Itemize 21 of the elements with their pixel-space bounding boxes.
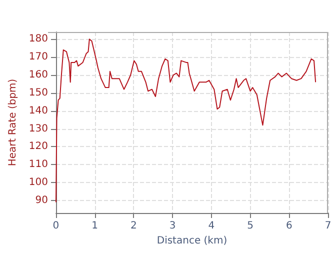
y-tick-label: 100	[28, 177, 48, 188]
x-tick-label: 5	[247, 220, 254, 232]
x-tick-label: 3	[169, 220, 176, 232]
y-tick-label: 120	[28, 141, 48, 152]
x-tick-label: 6	[286, 220, 292, 232]
y-tick-label: 170	[28, 52, 48, 63]
y-tick-label: 160	[28, 70, 48, 81]
line-series	[55, 38, 316, 203]
y-tick-label: 140	[28, 105, 48, 116]
x-tick-label: 7	[324, 220, 332, 232]
x-tick-label: 4	[208, 220, 215, 232]
x-tick-label: 1	[92, 220, 98, 232]
y-tick-label: 150	[28, 87, 48, 98]
y-tick-label: 130	[28, 123, 48, 134]
y-tick-label: 90	[35, 194, 48, 206]
y-axis-title: Heart Rate (bpm)	[8, 78, 18, 166]
y-tick-label: 180	[28, 34, 48, 45]
x-tick-label: 2	[130, 220, 137, 232]
x-axis-title: Distance (km)	[156, 235, 228, 246]
y-tick-label: 110	[28, 159, 48, 170]
x-tick-label: 0	[52, 220, 60, 232]
